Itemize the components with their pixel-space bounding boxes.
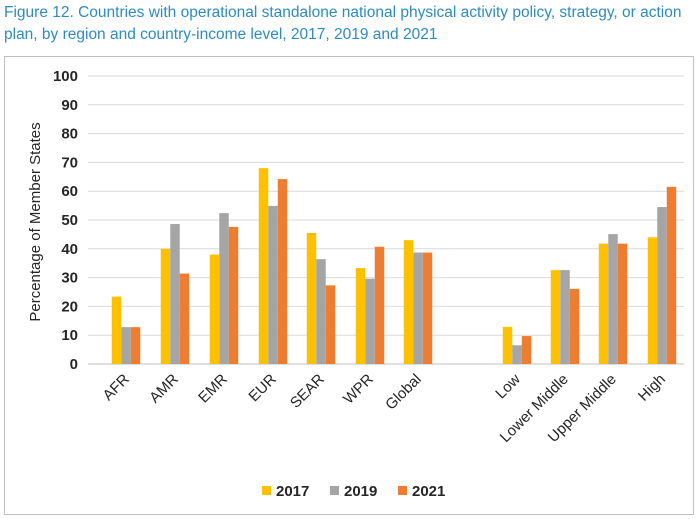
legend-swatch-2019 — [330, 486, 339, 495]
bar-2019-amr — [170, 224, 180, 364]
y-tick-label: 60 — [61, 183, 78, 200]
x-tick-label: AFR — [100, 371, 133, 404]
bar-2019-low — [512, 345, 522, 364]
x-tick-label: Global — [382, 371, 425, 414]
x-tick-label: High — [635, 371, 669, 405]
x-tick-label: SEAR — [287, 371, 328, 412]
y-tick-label: 70 — [61, 154, 78, 171]
bar-2021-eur — [277, 179, 288, 364]
legend-label-2021: 2021 — [412, 483, 445, 500]
bar-2019-high — [657, 207, 667, 364]
y-tick-label: 0 — [70, 356, 78, 373]
x-tick-label: WPR — [340, 371, 377, 408]
bar-2019-upper-middle — [608, 234, 618, 364]
gridlines — [88, 75, 684, 365]
bar-2019-emr — [219, 213, 229, 364]
x-tick-label: Low — [492, 371, 524, 403]
y-tick-label: 30 — [61, 270, 78, 287]
bar-2019-sear — [316, 259, 326, 364]
legend-label-2017: 2017 — [276, 483, 309, 500]
bar-2017-emr — [209, 254, 220, 364]
legend: 2017 2019 2021 — [262, 483, 445, 500]
bar-2017-wpr — [355, 268, 366, 364]
x-tick-label: AMR — [146, 371, 182, 407]
y-tick-label: 10 — [61, 327, 78, 344]
bar-2017-lower-middle — [550, 270, 561, 364]
bar-2017-afr — [111, 296, 122, 364]
legend-swatch-2017 — [262, 486, 271, 495]
bar-2021-emr — [228, 226, 239, 364]
bar-2021-amr — [179, 273, 190, 364]
y-tick-labels: 0 10 20 30 40 50 60 70 80 90 100 — [53, 68, 78, 373]
bar-2021-upper-middle — [617, 243, 628, 364]
y-tick-label: 90 — [61, 97, 78, 114]
legend-label-2019: 2019 — [344, 483, 377, 500]
bar-2017-global — [403, 240, 414, 364]
y-tick-label: 40 — [61, 241, 78, 258]
y-tick-label: 50 — [61, 212, 78, 229]
y-tick-label: 80 — [61, 126, 78, 143]
bar-2019-afr — [121, 327, 131, 364]
bar-2021-lower-middle — [569, 288, 580, 364]
y-tick-label: 20 — [61, 298, 78, 315]
bar-2019-lower-middle — [560, 270, 570, 364]
bar-2021-afr — [130, 327, 141, 364]
bar-2017-upper-middle — [598, 243, 609, 364]
bar-2017-sear — [306, 232, 317, 364]
bar-2021-wpr — [374, 246, 385, 364]
bar-2021-low — [521, 336, 532, 364]
legend-swatch-2021 — [398, 486, 407, 495]
bar-2019-wpr — [365, 278, 375, 364]
chart-container — [4, 56, 694, 515]
figure-title: Figure 12. Countries with operational st… — [4, 4, 682, 43]
bar-2021-high — [666, 186, 677, 364]
bar-2017-amr — [160, 248, 171, 364]
x-tick-label: EUR — [245, 371, 280, 406]
bar-2017-high — [647, 237, 658, 364]
bar-2017-eur — [258, 168, 269, 364]
y-axis-label: Percentage of Member States — [27, 122, 44, 321]
bars — [111, 168, 677, 364]
bar-2019-eur — [268, 205, 278, 364]
bar-2019-global — [413, 252, 423, 364]
bar-2021-global — [422, 252, 433, 364]
bar-2017-low — [502, 326, 513, 364]
x-tick-label: EMR — [195, 371, 231, 407]
y-tick-label: 100 — [53, 68, 78, 85]
bar-2021-sear — [325, 285, 336, 364]
